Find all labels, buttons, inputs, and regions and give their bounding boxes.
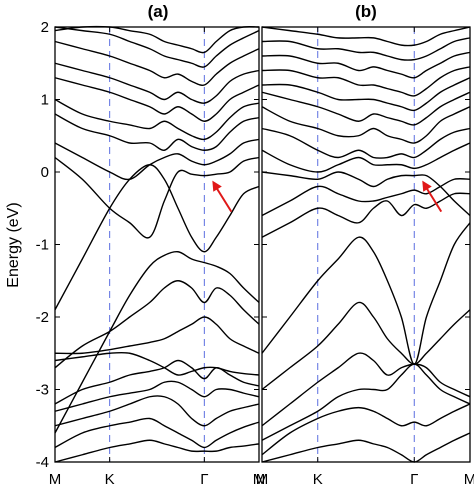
panel-b-band-6: [261, 222, 471, 365]
panel-b-band-14: [261, 77, 471, 112]
y-tick-label: 1: [41, 92, 49, 109]
panel-a-band-2: [54, 417, 260, 449]
panel-b-band-17: [261, 37, 471, 61]
y-tick-label: -3: [36, 382, 49, 399]
panel-b-band-1: [261, 432, 471, 463]
panel-b-band-5: [261, 301, 471, 391]
panel-b-band-9: [261, 171, 471, 217]
panel-b-band-12: [261, 106, 471, 144]
panel-a-kpath-lines: [109, 27, 205, 462]
panel-b-bands: [261, 26, 471, 463]
panel-b: (b) M K Γ M: [256, 2, 474, 488]
panel-b-frame: [261, 26, 471, 463]
panel-a-band-3: [54, 395, 260, 427]
panel-a-arrow-shaft: [215, 187, 233, 213]
panel-b-kpath-lines: [317, 27, 415, 462]
panel-b-band-7: [261, 192, 471, 238]
panel-a-xtick-label: M: [253, 471, 266, 488]
panel-b-arrow-head: [422, 180, 432, 192]
panel-a-xtick-label: K: [105, 471, 115, 488]
panel-a-band-17: [54, 40, 260, 86]
panel-b-band-15: [261, 66, 471, 97]
panel-b-band-11: [261, 127, 471, 159]
panel-a-xtick-label: Γ: [200, 471, 208, 488]
panel-a-band-4: [54, 380, 260, 412]
panel-a-band-5: [54, 359, 260, 405]
panel-b-band-2: [261, 403, 471, 456]
panel-a-band-8: [54, 280, 260, 369]
panel-b-band-13: [261, 91, 471, 126]
panel-b-arrow: [422, 180, 443, 213]
panel-a-title: (a): [148, 2, 169, 21]
panel-a-band-12: [54, 138, 260, 181]
panel-a-band-18: [54, 26, 260, 68]
panel-a-band-14: [54, 98, 260, 141]
panel-a-bands: [54, 25, 260, 463]
y-tick-label: 2: [41, 19, 49, 36]
panel-b-band-3: [261, 363, 471, 441]
panel-a-frame: [54, 26, 260, 463]
panel-b-title: (b): [355, 2, 377, 21]
panel-b-band-4: [261, 352, 471, 427]
y-tick-label: -2: [36, 309, 49, 326]
panel-a-band-16: [54, 62, 260, 104]
panel-b-xtick-label: M: [464, 471, 474, 488]
panel-a-band-11: [54, 156, 260, 239]
y-tick-label: -4: [36, 454, 49, 471]
y-axis-label: Energy (eV): [5, 202, 22, 287]
panel-b-xtick-label: K: [313, 471, 323, 488]
panel-a-arrow-head: [212, 180, 222, 192]
y-tick-label: -1: [36, 237, 49, 254]
y-tick-label: 0: [41, 164, 49, 181]
panel-a-band-6: [54, 351, 260, 376]
panel-a-arrow: [212, 180, 233, 213]
panel-b-arrow-shaft: [425, 187, 443, 213]
panel-a-xtick-label: M: [49, 471, 62, 488]
panel-a-y-axis: 2 1 0 -1 -2 -3 -4: [36, 19, 259, 471]
panel-a-band-13: [54, 113, 260, 151]
panel-b-band-18: [261, 26, 471, 47]
panel-a-band-1: [54, 439, 260, 463]
panel-a-band-7: [54, 316, 260, 355]
panel-a-band-9: [54, 250, 260, 434]
panel-b-xtick-label: M: [256, 471, 269, 488]
panel-a-band-10: [54, 164, 260, 311]
panel-a-band-15: [54, 77, 260, 122]
panel-a: (a) 2 1 0 -1 -2 -3 -4 M K Γ M: [36, 2, 266, 488]
panel-b-band-10: [261, 142, 471, 173]
panel-b-xtick-label: Γ: [410, 471, 418, 488]
panel-b-band-16: [261, 51, 471, 79]
